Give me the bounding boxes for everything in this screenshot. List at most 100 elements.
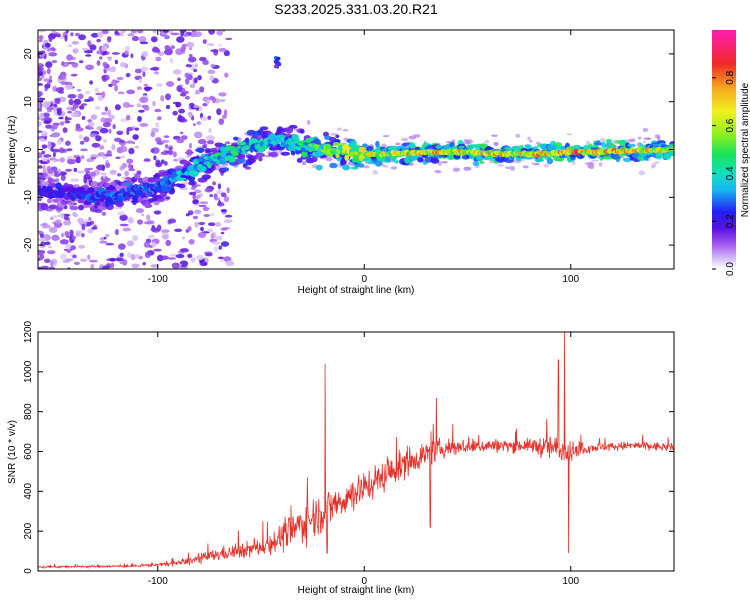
noise-blob xyxy=(143,106,150,111)
spec-xtick-label: -100 xyxy=(148,274,168,285)
trace-blob xyxy=(206,140,215,145)
noise-blob xyxy=(96,164,106,171)
noise-blob xyxy=(104,233,110,238)
noise-blob xyxy=(186,41,195,48)
noise-blob xyxy=(89,44,97,51)
noise-blob xyxy=(223,109,228,116)
noise-blob xyxy=(138,109,145,113)
noise-blob xyxy=(90,32,100,38)
noise-blob xyxy=(64,35,68,42)
noise-blob xyxy=(64,231,70,237)
noise-blob xyxy=(637,136,642,140)
noise-blob xyxy=(197,105,203,112)
noise-blob xyxy=(44,241,51,246)
trace-blob xyxy=(115,201,124,208)
noise-blob xyxy=(80,155,85,160)
snr-xtick-label: 100 xyxy=(562,576,579,587)
noise-blob xyxy=(543,163,549,168)
trace-core xyxy=(180,174,190,178)
noise-blob xyxy=(527,136,531,141)
noise-blob xyxy=(127,217,134,224)
noise-blob xyxy=(127,33,135,37)
noise-blob xyxy=(165,46,170,50)
noise-blob xyxy=(67,249,71,254)
noise-blob xyxy=(106,150,112,156)
noise-blob xyxy=(139,41,149,45)
noise-blob xyxy=(38,39,43,43)
noise-blob xyxy=(188,54,193,57)
noise-blob xyxy=(78,244,85,249)
trace-blob xyxy=(623,157,632,163)
noise-blob xyxy=(120,155,126,159)
trace-core xyxy=(132,195,139,203)
noise-blob xyxy=(136,103,142,108)
noise-blob xyxy=(106,263,112,267)
snr-ylabel: SNR (10 * v/v) xyxy=(7,420,18,484)
noise-blob xyxy=(195,254,204,261)
noise-blob xyxy=(151,241,157,248)
noise-blob xyxy=(48,226,58,233)
noise-blob xyxy=(187,226,192,232)
noise-blob xyxy=(94,87,99,93)
noise-blob xyxy=(99,145,105,150)
noise-blob xyxy=(70,178,80,182)
noise-blob xyxy=(119,252,124,257)
noise-blob xyxy=(121,146,128,153)
trace-blob xyxy=(255,152,265,158)
snr-series-line xyxy=(38,332,674,570)
noise-blob xyxy=(88,259,98,263)
noise-blob xyxy=(81,47,89,51)
trace-blob xyxy=(358,163,365,168)
noise-blob xyxy=(164,35,170,40)
noise-blob xyxy=(192,215,199,220)
noise-blob xyxy=(216,202,225,207)
noise-blob xyxy=(165,239,171,247)
noise-blob xyxy=(38,174,41,178)
noise-blob xyxy=(188,111,193,119)
noise-blob xyxy=(114,30,119,35)
spectrogram-xlabel: Height of straight line (km) xyxy=(298,285,415,296)
noise-blob xyxy=(38,257,41,261)
noise-blob xyxy=(138,36,147,43)
noise-blob xyxy=(497,164,504,167)
noise-blob xyxy=(38,91,43,97)
noise-blob xyxy=(150,36,158,43)
noise-blob xyxy=(591,159,599,162)
figure-title: S233.2025.331.03.20.R21 xyxy=(274,1,438,17)
noise-blob xyxy=(102,172,106,179)
noise-blob xyxy=(190,186,196,190)
noise-blob xyxy=(160,159,165,165)
noise-blob xyxy=(638,170,646,176)
trace-blob xyxy=(101,178,109,183)
noise-blob xyxy=(39,232,44,239)
noise-blob xyxy=(222,114,227,119)
noise-blob xyxy=(207,43,215,47)
noise-blob xyxy=(41,144,48,149)
noise-blob xyxy=(586,140,591,145)
spectrogram-marks xyxy=(38,30,674,269)
spec-ytick-label: -10 xyxy=(23,190,34,205)
noise-blob xyxy=(220,227,228,231)
noise-blob xyxy=(59,121,65,126)
trace-core xyxy=(71,196,76,202)
noise-blob xyxy=(175,254,185,259)
noise-blob xyxy=(72,103,79,109)
noise-blob xyxy=(202,39,207,44)
trace-blob xyxy=(185,149,193,156)
snr-ytick-label: 1000 xyxy=(23,360,34,383)
noise-blob xyxy=(109,114,115,120)
noise-blob xyxy=(225,260,235,267)
noise-blob xyxy=(151,127,160,133)
noise-blob xyxy=(192,199,199,205)
noise-blob xyxy=(152,101,156,107)
noise-blob xyxy=(167,257,177,260)
spectrogram-ylabel: Frequency (Hz) xyxy=(7,116,18,185)
noise-blob xyxy=(87,40,92,47)
trace-core xyxy=(236,141,246,146)
noise-blob xyxy=(136,86,142,90)
noise-blob xyxy=(39,97,46,101)
noise-blob xyxy=(643,140,646,144)
trace-blob xyxy=(484,155,491,160)
noise-blob xyxy=(114,59,119,65)
noise-blob xyxy=(83,136,90,143)
